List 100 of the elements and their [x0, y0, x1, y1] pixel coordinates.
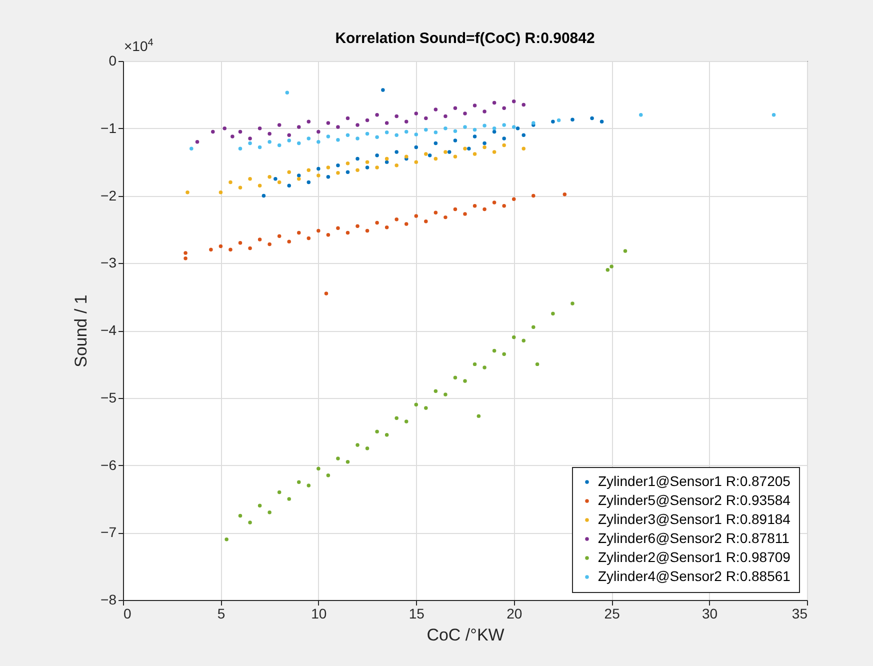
point	[512, 197, 516, 201]
point	[463, 146, 467, 150]
point	[472, 204, 477, 208]
point	[248, 136, 252, 140]
point	[516, 126, 520, 130]
point	[336, 226, 340, 230]
point	[428, 153, 432, 158]
point	[326, 175, 330, 179]
point	[492, 200, 496, 204]
point	[195, 140, 200, 144]
point	[492, 130, 496, 134]
point	[258, 145, 262, 150]
point	[248, 177, 252, 181]
point	[453, 207, 458, 212]
point	[434, 210, 438, 214]
point	[316, 466, 320, 470]
point	[248, 246, 252, 250]
point	[230, 134, 234, 138]
point	[522, 146, 526, 150]
x-tick-label: 20	[506, 606, 522, 622]
point	[414, 214, 418, 218]
point	[492, 126, 496, 130]
point	[336, 138, 340, 142]
point	[472, 152, 477, 156]
point	[268, 140, 272, 144]
point	[365, 118, 370, 122]
legend-label: Zylinder3@Sensor1 R:0.89184	[598, 511, 791, 527]
point	[356, 156, 360, 161]
point	[238, 241, 242, 245]
point	[512, 125, 516, 129]
legend-label: Zylinder5@Sensor2 R:0.93584	[598, 492, 791, 508]
point	[551, 312, 555, 316]
point	[287, 133, 291, 137]
point	[384, 121, 389, 125]
y-tick-label: −7	[100, 524, 117, 540]
point	[268, 242, 272, 246]
point	[262, 194, 266, 198]
point	[258, 126, 262, 130]
point	[384, 433, 389, 437]
point	[463, 125, 467, 129]
point	[562, 192, 567, 196]
x-tick-label: 35	[792, 606, 808, 622]
point	[316, 166, 320, 171]
point	[365, 228, 370, 233]
point	[287, 184, 291, 188]
y-tick-label: −1	[100, 120, 117, 136]
point	[639, 113, 643, 117]
y-tick-label: −6	[100, 456, 117, 473]
point	[463, 212, 467, 216]
point	[384, 156, 389, 161]
point	[606, 268, 610, 272]
point	[336, 125, 340, 129]
point	[346, 460, 350, 464]
point	[384, 130, 389, 134]
point	[218, 244, 223, 248]
point	[502, 106, 506, 110]
point	[184, 256, 188, 260]
point	[384, 226, 389, 230]
point	[297, 177, 301, 181]
point	[623, 249, 628, 253]
point	[238, 146, 242, 150]
point	[404, 130, 408, 134]
y-tick-label: −2	[100, 187, 117, 204]
point	[467, 146, 471, 150]
point	[414, 145, 418, 150]
point	[346, 133, 350, 137]
point	[306, 180, 311, 184]
point	[277, 490, 282, 494]
point	[356, 168, 360, 172]
x-tick-label: 25	[604, 606, 620, 622]
point	[472, 104, 477, 108]
point	[381, 88, 385, 92]
point	[228, 248, 232, 252]
point	[447, 150, 452, 154]
point	[482, 110, 486, 114]
point	[394, 150, 398, 154]
point	[394, 164, 398, 168]
point	[394, 217, 398, 222]
point	[394, 133, 398, 137]
point	[375, 220, 379, 225]
point	[532, 194, 536, 198]
y-tick-label: −5	[100, 389, 117, 406]
point	[356, 443, 360, 447]
point	[492, 100, 496, 105]
point	[453, 106, 458, 110]
y-tick-label: −3	[100, 254, 117, 271]
point	[384, 160, 389, 164]
point	[610, 264, 614, 268]
point	[287, 497, 291, 501]
point	[502, 123, 506, 127]
x-axis-title: CoC /°KW	[426, 626, 504, 644]
point	[492, 348, 496, 353]
point	[404, 120, 408, 124]
point	[444, 150, 448, 154]
point	[502, 136, 506, 140]
point	[453, 376, 458, 380]
point	[375, 113, 379, 117]
point	[482, 124, 486, 128]
point	[306, 136, 311, 140]
point	[356, 123, 360, 127]
